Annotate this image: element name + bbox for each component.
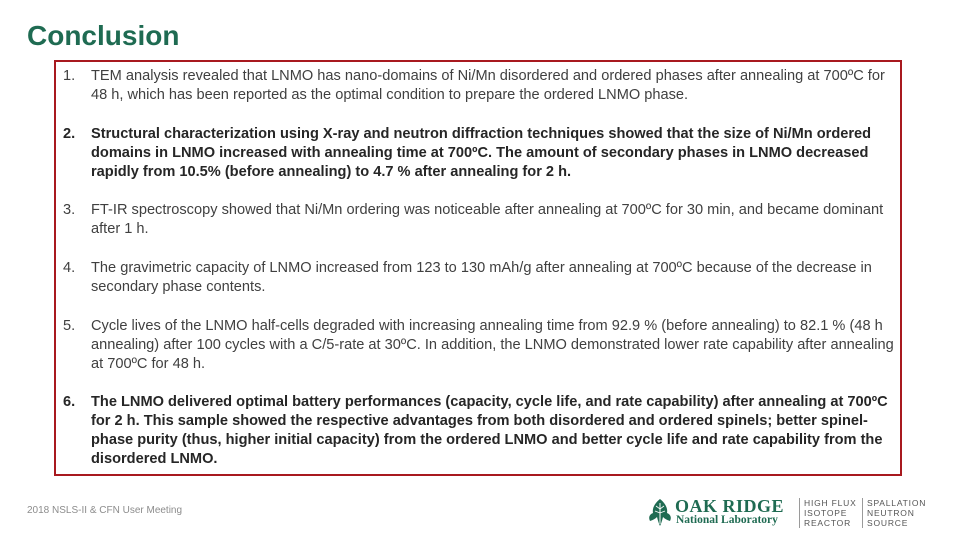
conclusion-box — [54, 60, 902, 476]
sns-line: SOURCE — [867, 518, 909, 528]
item-number: 4. — [63, 260, 76, 276]
logo-divider — [862, 498, 863, 528]
ornl-logo-block: OAK RIDGE National Laboratory HIGH FLUX … — [646, 494, 936, 532]
item-text: FT-IR spectroscopy showed that Ni/Mn ord… — [91, 202, 884, 237]
item-text: TEM analysis revealed that LNMO has nano… — [91, 68, 885, 103]
conclusion-item-6: 6. The LNMO delivered optimal battery pe… — [63, 393, 898, 469]
item-number: 3. — [63, 202, 76, 218]
hfir-line: ISOTOPE — [804, 508, 848, 518]
item-text: Structural characterization using X-ray … — [91, 126, 872, 180]
ornl-name-line1: OAK RIDGE — [675, 496, 785, 516]
item-number: 5. — [63, 318, 76, 334]
hfir-logo: HIGH FLUX ISOTOPE REACTOR — [804, 498, 857, 528]
sns-line: SPALLATION — [867, 498, 927, 508]
item-text: Cycle lives of the LNMO half-cells degra… — [91, 318, 894, 372]
sns-line: NEUTRON — [867, 508, 915, 518]
ornl-name-line2: National Laboratory — [676, 514, 778, 526]
sns-logo: SPALLATION NEUTRON SOURCE — [867, 498, 926, 528]
hfir-line: HIGH FLUX — [804, 498, 857, 508]
conclusion-item-2: 2. Structural characterization using X-r… — [63, 125, 898, 182]
item-number: 1. — [63, 68, 76, 84]
conclusion-item-5: 5. Cycle lives of the LNMO half-cells de… — [63, 317, 898, 374]
conclusion-item-4: 4. The gravimetric capacity of LNMO incr… — [63, 259, 898, 297]
conclusion-item-1: 1. TEM analysis revealed that LNMO has n… — [63, 67, 898, 105]
item-text: The gravimetric capacity of LNMO increas… — [91, 260, 872, 295]
item-number: 6. — [63, 394, 76, 410]
slide-title: Conclusion — [27, 20, 180, 51]
conclusion-item-3: 3. FT-IR spectroscopy showed that Ni/Mn … — [63, 201, 898, 239]
item-text: The LNMO delivered optimal battery perfo… — [91, 394, 888, 467]
item-number: 2. — [63, 126, 76, 142]
logo-divider — [799, 498, 800, 528]
hfir-line: REACTOR — [804, 518, 852, 528]
footer-text: 2018 NSLS-II & CFN User Meeting — [27, 505, 183, 516]
oak-leaf-icon — [649, 499, 671, 526]
